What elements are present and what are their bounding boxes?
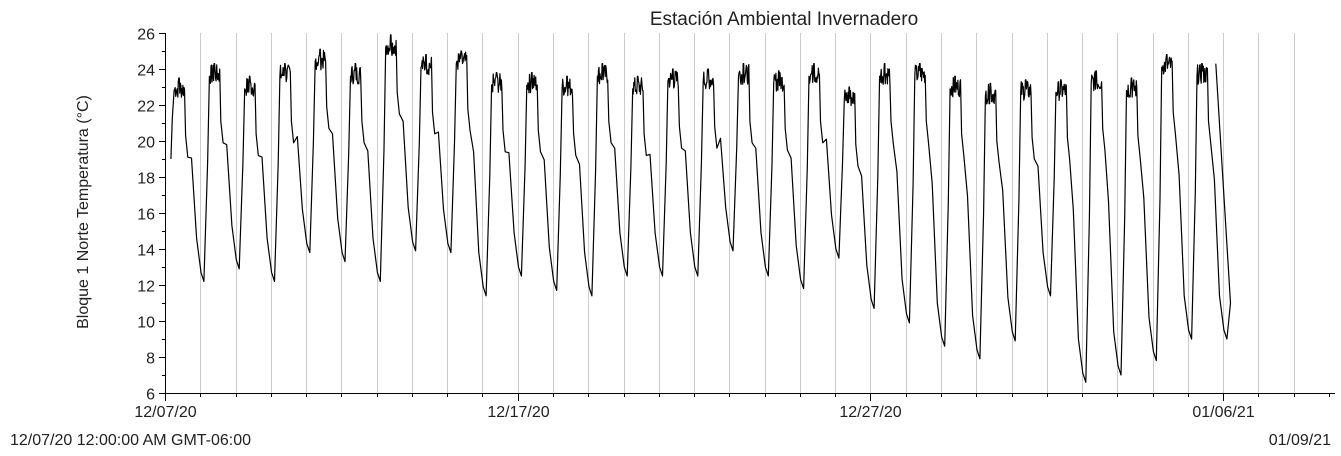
x-tick-label: 12/17/20 xyxy=(487,404,549,421)
time-range-end: 01/09/21 xyxy=(1268,432,1331,449)
y-tick-label: 18 xyxy=(137,171,155,188)
x-tick-label: 01/06/21 xyxy=(1192,404,1254,421)
axes: 6 8 10 12 14 16 18 20 22 24 26 12/07/20 12/17/20 12/2… xyxy=(134,27,1335,421)
series-line-group xyxy=(170,34,1232,383)
temperature-series-line xyxy=(170,34,1232,383)
grid-lines xyxy=(200,33,1295,393)
time-range-start: 12/07/20 12:00:00 AM GMT-06:00 xyxy=(10,432,252,449)
temperature-chart: 6 8 10 12 14 16 18 20 22 24 26 12/07/20 12/17/20 12/2… xyxy=(75,9,1335,421)
y-tick-label: 6 xyxy=(146,387,155,404)
x-tick-label: 12/27/20 xyxy=(839,404,901,421)
y-tick-label: 24 xyxy=(137,63,155,80)
y-tick-label: 10 xyxy=(137,315,155,332)
y-tick-label: 16 xyxy=(137,207,155,224)
y-tick-label: 22 xyxy=(137,99,155,116)
y-tick-label: 14 xyxy=(137,243,155,260)
y-axis-label: Bloque 1 Norte Temperatura (°C) xyxy=(75,95,92,329)
y-tick-label: 26 xyxy=(137,27,155,44)
y-tick-label: 8 xyxy=(146,351,155,368)
y-tick-label: 20 xyxy=(137,135,155,152)
y-tick-label: 12 xyxy=(137,279,155,296)
chart-title: Estación Ambiental Invernadero xyxy=(650,9,918,30)
x-tick-label: 12/07/20 xyxy=(134,404,196,421)
